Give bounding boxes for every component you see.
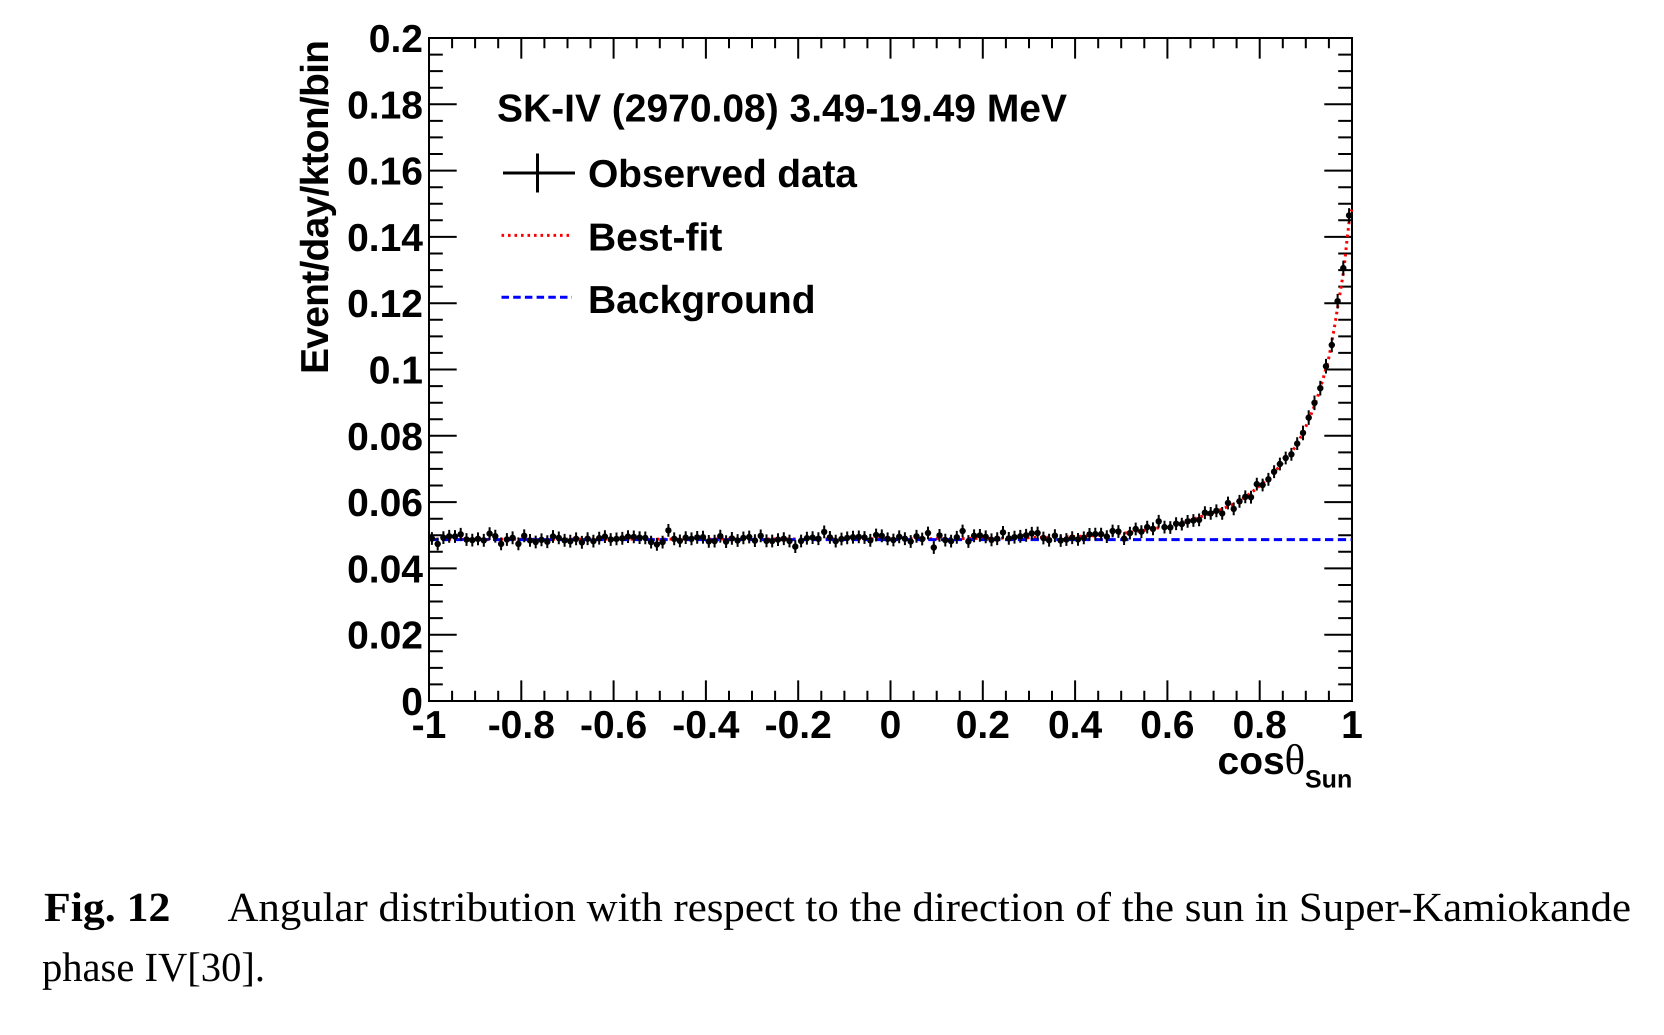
svg-text:0.12: 0.12 <box>347 283 423 326</box>
svg-text:Event/day/kton/bin: Event/day/kton/bin <box>294 40 337 374</box>
svg-text:cos: cos <box>1218 740 1285 783</box>
svg-text:0.02: 0.02 <box>347 615 423 658</box>
svg-text:0.18: 0.18 <box>347 84 423 127</box>
svg-text:-0.6: -0.6 <box>580 704 647 747</box>
svg-text:Fig. 12: Fig. 12 <box>44 884 170 931</box>
svg-text:0: 0 <box>401 681 423 724</box>
svg-text:Best-fit: Best-fit <box>588 217 722 260</box>
svg-text:Background: Background <box>588 279 816 322</box>
svg-text:-0.2: -0.2 <box>765 704 832 747</box>
svg-text:0: 0 <box>880 704 902 747</box>
svg-text:SK-IV (2970.08) 3.49-19.49 MeV: SK-IV (2970.08) 3.49-19.49 MeV <box>497 88 1067 131</box>
svg-text:θ: θ <box>1285 737 1306 784</box>
svg-text:-0.4: -0.4 <box>672 704 740 747</box>
svg-text:0.2: 0.2 <box>369 18 423 61</box>
svg-text:0.1: 0.1 <box>369 350 423 393</box>
svg-text:1: 1 <box>1341 704 1363 747</box>
svg-text:0.06: 0.06 <box>347 482 423 525</box>
svg-text:0.6: 0.6 <box>1140 704 1194 747</box>
svg-text:0.4: 0.4 <box>1048 704 1103 747</box>
svg-text:Observed data: Observed data <box>588 153 857 196</box>
svg-text:Sun: Sun <box>1305 766 1352 794</box>
svg-text:phase IV[30].: phase IV[30]. <box>42 944 265 990</box>
svg-text:0.14: 0.14 <box>347 217 423 260</box>
svg-text:Angular distribution with resp: Angular distribution with respect to the… <box>228 884 1632 930</box>
svg-text:0.04: 0.04 <box>347 548 423 591</box>
svg-text:0.16: 0.16 <box>347 151 423 194</box>
svg-text:-0.8: -0.8 <box>488 704 555 747</box>
svg-text:-1: -1 <box>412 704 447 747</box>
svg-text:0.08: 0.08 <box>347 416 423 459</box>
svg-text:0.8: 0.8 <box>1233 704 1287 747</box>
svg-text:0.2: 0.2 <box>956 704 1010 747</box>
